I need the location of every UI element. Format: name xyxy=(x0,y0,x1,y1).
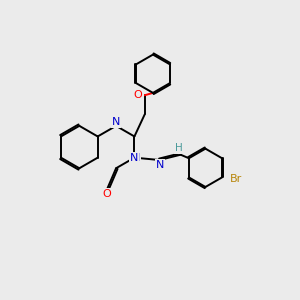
Text: Br: Br xyxy=(230,174,242,184)
Text: O: O xyxy=(103,189,112,199)
Text: N: N xyxy=(156,160,164,170)
Text: N: N xyxy=(132,153,140,163)
Text: N: N xyxy=(130,153,138,163)
Text: N: N xyxy=(112,117,120,127)
Text: O: O xyxy=(134,90,142,100)
Text: H: H xyxy=(175,143,183,153)
